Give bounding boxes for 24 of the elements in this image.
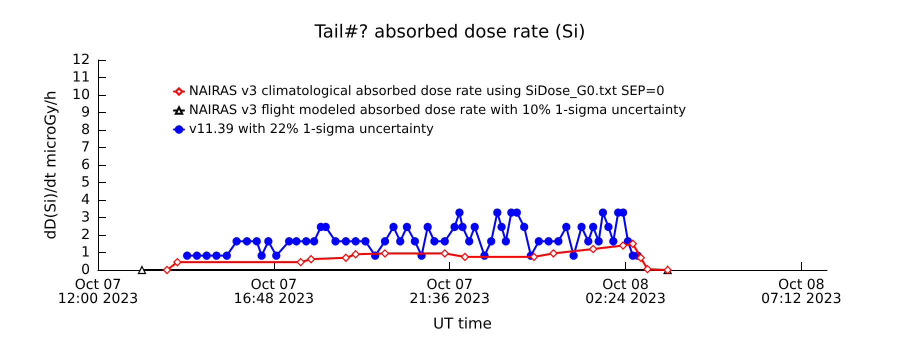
- x-axis-title: UT time: [433, 314, 492, 332]
- y-tick-label: 8: [81, 122, 90, 138]
- y-tick-label: 1: [81, 244, 90, 260]
- y-tick-label: 9: [81, 104, 90, 120]
- x-tick-label: Oct 07 12:00 2023: [58, 277, 138, 307]
- y-tick-label: 3: [81, 210, 90, 226]
- x-tick-label: Oct 08 07:12 2023: [761, 277, 842, 307]
- y-tick-label: 7: [81, 140, 90, 156]
- chart-title: Tail#? absorbed dose rate (Si): [314, 22, 586, 42]
- legend-label: NAIRAS v3 flight modeled absorbed dose rate with 10% 1-sigma uncertainty: [189, 103, 686, 118]
- y-tick-label: 11: [72, 70, 90, 86]
- x-tick-label: Oct 08 02:24 2023: [585, 277, 666, 307]
- y-tick-label: 0: [81, 262, 90, 278]
- y-tick-label: 10: [72, 87, 90, 103]
- y-tick-label: 12: [72, 52, 90, 68]
- y-tick-label: 4: [81, 192, 90, 208]
- y-tick-label: 5: [81, 174, 90, 190]
- x-tick-label: Oct 07 16:48 2023: [234, 277, 314, 307]
- x-tick-label: Oct 07 21:36 2023: [409, 277, 490, 307]
- legend-label: NAIRAS v3 climatological absorbed dose rate using SiDose_G0.txt SEP=0: [189, 84, 665, 99]
- y-tick-label: 6: [81, 157, 90, 173]
- y-axis-title: dD(Si)/dt microGy/h: [42, 90, 60, 240]
- y-tick-label: 2: [81, 227, 90, 243]
- legend-label: v11.39 with 22% 1-sigma uncertainty: [189, 122, 434, 137]
